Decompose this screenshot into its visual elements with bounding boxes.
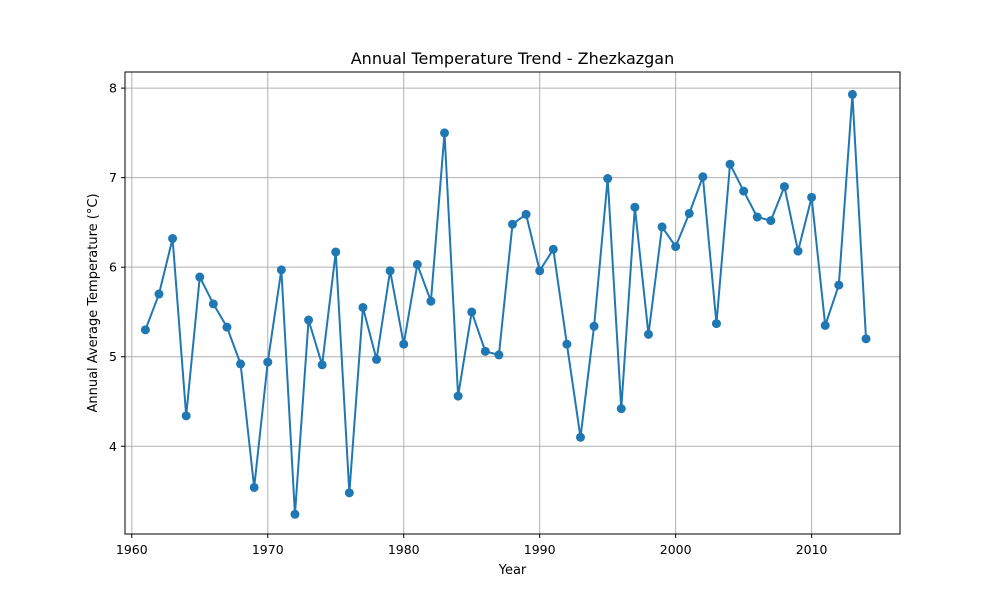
data-point-marker [725, 159, 735, 169]
data-point-marker [263, 357, 273, 367]
data-point-marker [820, 320, 830, 330]
data-point-marker [575, 432, 585, 442]
data-point-marker [657, 222, 667, 232]
x-tick-label: 2010 [796, 542, 828, 557]
data-point-marker [249, 482, 259, 492]
data-point-marker [358, 302, 368, 312]
x-tick-label: 2000 [660, 542, 692, 557]
data-point-marker [671, 242, 681, 252]
data-point-marker [412, 260, 422, 269]
data-point-marker [276, 265, 286, 275]
data-point-marker [535, 266, 545, 276]
data-point-marker [711, 319, 721, 329]
data-point-marker [847, 89, 857, 99]
data-point-marker [684, 208, 694, 218]
x-axis-label: Year [498, 563, 527, 578]
data-point-marker [834, 280, 844, 290]
data-point-marker [643, 329, 653, 339]
data-point-marker [467, 307, 477, 317]
data-point-marker [603, 174, 613, 184]
data-point-marker [793, 246, 803, 256]
data-point-marker [181, 411, 191, 421]
data-point-marker [861, 334, 871, 344]
data-point-marker [372, 354, 382, 364]
data-point-marker [508, 219, 517, 229]
data-point-marker [480, 346, 490, 356]
temperature-series-line [144, 93, 868, 516]
y-tick-label: 7 [109, 170, 117, 185]
data-point-marker [140, 325, 150, 335]
y-tick-label: 5 [109, 349, 117, 364]
data-point-marker [630, 202, 640, 212]
data-point-marker [236, 359, 246, 369]
data-point-marker [453, 391, 463, 401]
data-point-marker [779, 182, 789, 192]
axis-ticks: 1960 1970 1980 1990 2000 2010 4 5 6 7 8 [109, 81, 828, 557]
x-tick-label: 1960 [116, 542, 148, 557]
data-point-marker [521, 209, 531, 219]
data-point-marker [752, 212, 762, 222]
chart-title: Annual Temperature Trend - Zhezkazgan [351, 49, 675, 68]
y-tick-label: 6 [109, 260, 117, 275]
data-point-marker [548, 244, 558, 254]
data-point-marker [807, 192, 817, 202]
y-tick-label: 4 [109, 439, 117, 454]
y-tick-label: 8 [109, 81, 117, 96]
data-point-marker [331, 247, 341, 257]
data-point-marker [208, 299, 218, 309]
data-point-marker [290, 509, 300, 519]
data-point-marker [698, 172, 708, 182]
data-point-marker [154, 289, 164, 299]
plot-frame [124, 71, 901, 535]
data-point-marker [739, 186, 749, 196]
data-series [140, 89, 871, 519]
data-point-marker [317, 360, 327, 370]
data-point-marker [168, 234, 178, 244]
data-point-marker [195, 272, 205, 282]
data-point-marker [589, 321, 599, 331]
data-point-marker [494, 350, 504, 360]
data-point-marker [440, 128, 450, 138]
data-point-marker [344, 488, 354, 498]
data-point-marker [399, 339, 409, 349]
x-tick-label: 1980 [388, 542, 420, 557]
data-point-marker [766, 216, 776, 226]
data-point-marker [616, 404, 626, 414]
data-point-marker [304, 315, 314, 325]
x-tick-label: 1970 [252, 542, 284, 557]
data-point-marker [385, 266, 395, 276]
grid-lines [125, 72, 900, 534]
y-axis-label: Annual Average Temperature (°C) [86, 193, 101, 412]
data-point-marker [562, 339, 572, 349]
data-point-marker [426, 296, 436, 306]
x-tick-label: 1990 [524, 542, 556, 557]
data-point-marker [222, 322, 232, 332]
